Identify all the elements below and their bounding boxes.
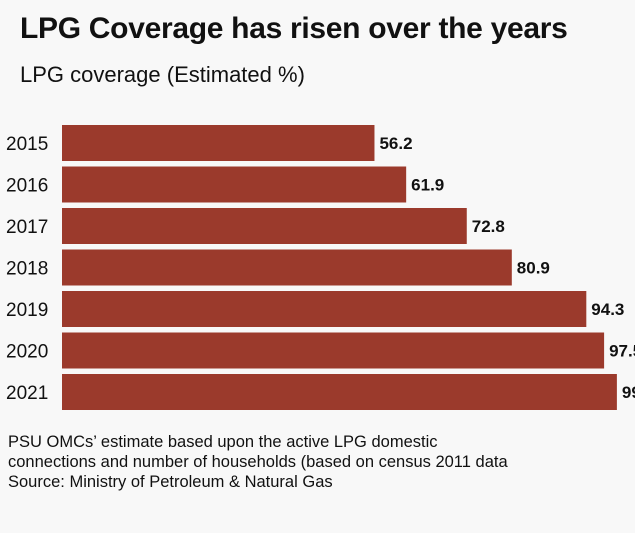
y-tick-label: 2017 — [6, 217, 48, 238]
data-label: 72.8 — [472, 217, 505, 236]
y-tick-label: 2018 — [6, 259, 48, 280]
y-tick-label: 2015 — [6, 134, 48, 155]
bar — [62, 249, 512, 286]
y-tick-label: 2021 — [6, 383, 48, 404]
footnote-line-2: connections and number of households (ba… — [8, 453, 508, 471]
source-line: Source: Ministry of Petroleum & Natural … — [8, 473, 333, 491]
data-label: 56.2 — [379, 134, 412, 153]
footnote: PSU OMCs’ estimate based upon the active… — [8, 432, 508, 492]
bar-chart: 2015 56.2 2016 61.9 2017 72.8 2018 80.9 2019 94.3… — [6, 125, 635, 410]
bar — [62, 374, 617, 410]
data-label: 94.3 — [591, 300, 624, 319]
chart-title: LPG Coverage has risen over the years — [20, 12, 568, 45]
bar — [62, 332, 605, 369]
bar — [62, 125, 375, 161]
y-tick-label: 2019 — [6, 300, 48, 321]
data-label: 99.8 — [622, 383, 635, 402]
y-tick-label: 2020 — [6, 342, 48, 363]
bar — [62, 208, 467, 244]
bar — [62, 291, 587, 327]
footnote-line-1: PSU OMCs’ estimate based upon the active… — [8, 433, 438, 451]
data-label: 97.5 — [609, 342, 635, 361]
bar — [62, 166, 407, 203]
data-label: 61.9 — [411, 176, 444, 195]
chart-subtitle: LPG coverage (Estimated %) — [20, 62, 305, 87]
y-tick-label: 2016 — [6, 176, 48, 197]
data-label: 80.9 — [517, 259, 550, 278]
